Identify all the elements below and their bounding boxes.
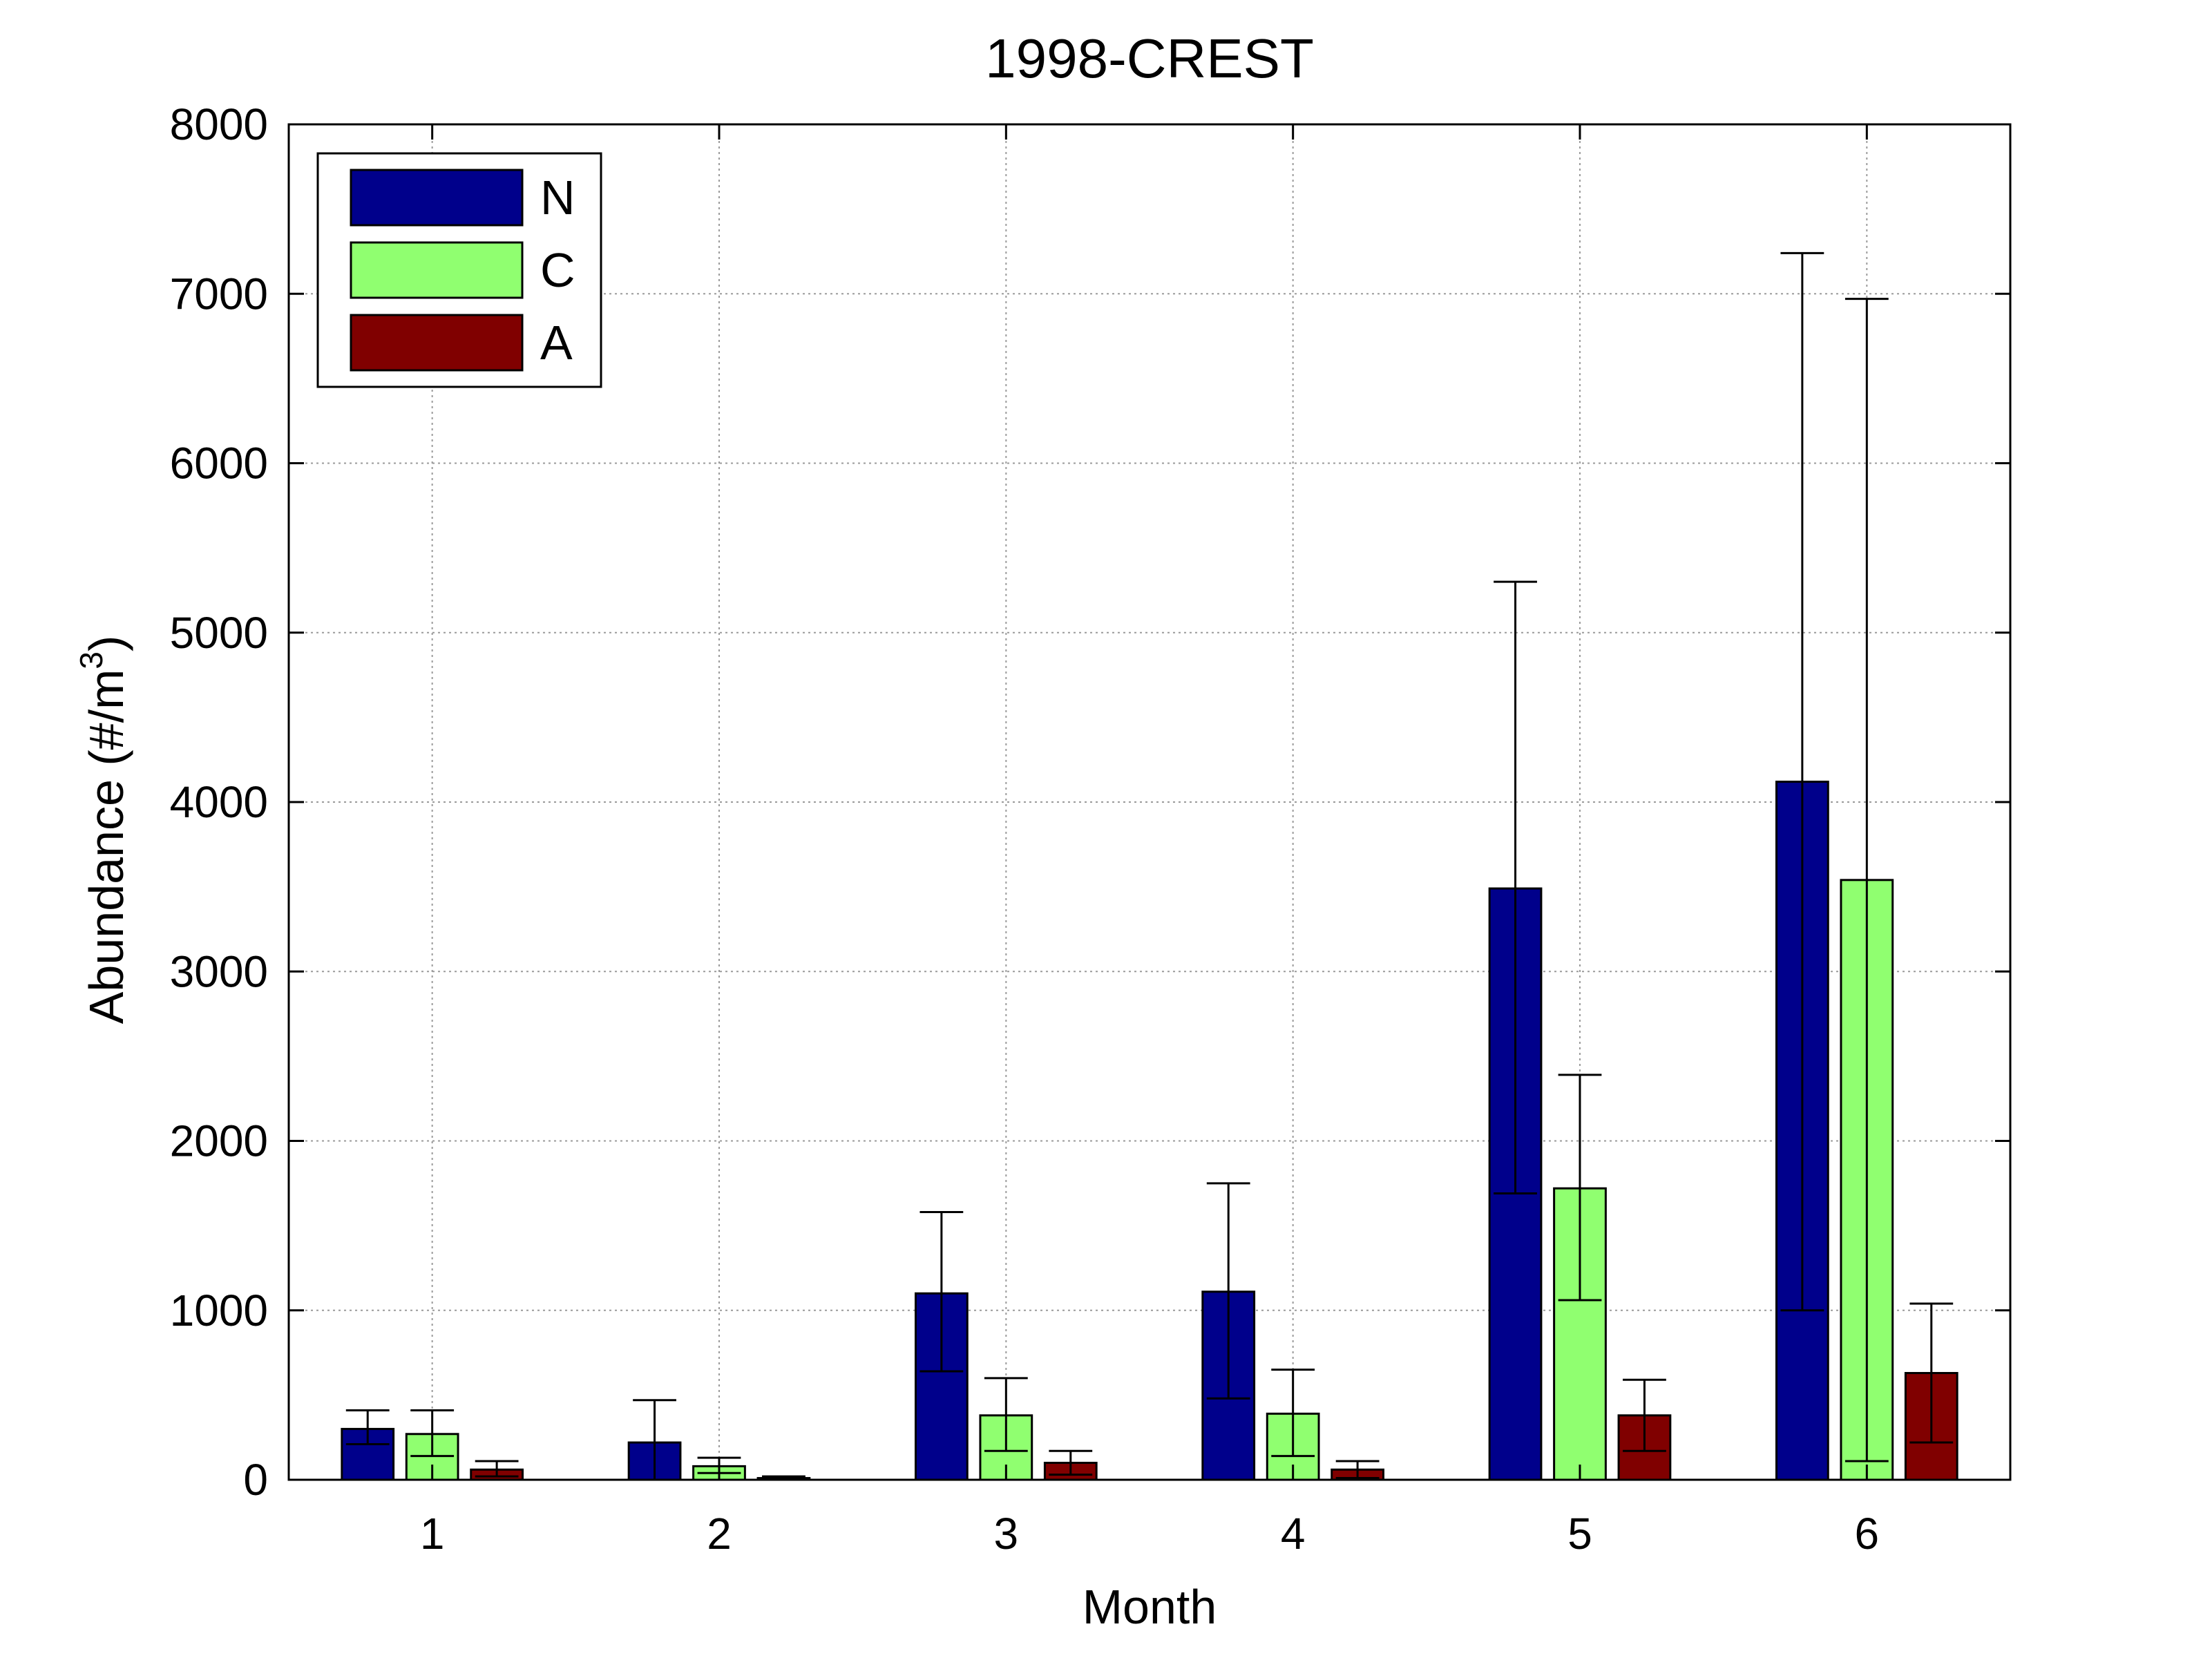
y-tick-label: 1000	[170, 1286, 268, 1335]
y-tick-label: 5000	[170, 608, 268, 658]
y-tick-label: 8000	[170, 99, 268, 149]
legend-label-N: N	[540, 171, 575, 225]
y-axis-title: Abundance (#/m3)	[73, 636, 133, 1025]
x-tick-label: 2	[707, 1509, 732, 1559]
legend-swatch-A	[350, 314, 524, 372]
x-tick-label: 4	[1281, 1509, 1306, 1559]
y-axis-title-text: Abundance (#/m	[79, 669, 133, 1025]
x-axis-title: Month	[1083, 1580, 1217, 1634]
y-tick-label: 2000	[170, 1116, 268, 1166]
x-tick-label: 1	[420, 1509, 445, 1559]
legend-swatch-N	[350, 169, 524, 227]
y-tick-label: 6000	[170, 439, 268, 488]
chart-title: 1998-CREST	[985, 28, 1314, 89]
x-tick-label: 6	[1855, 1509, 1880, 1559]
y-axis-title-close: )	[79, 636, 133, 651]
y-tick-label: 3000	[170, 946, 268, 996]
legend: NCA	[316, 152, 602, 388]
legend-label-A: A	[540, 316, 573, 370]
y-tick-label: 0	[243, 1455, 268, 1505]
x-tick-label: 5	[1567, 1509, 1592, 1559]
axis-ticks: 0 1000 2000 3000 4000 5000 6000 7000 8000 1 2 3 4 5 6	[170, 99, 2010, 1559]
y-axis-title-superscript: 3	[73, 651, 109, 669]
x-tick-label: 3	[994, 1509, 1019, 1559]
y-tick-label: 7000	[170, 269, 268, 318]
error-bars	[345, 251, 1954, 1480]
legend-swatch-C	[350, 241, 524, 299]
legend-label-C: C	[540, 243, 575, 297]
y-tick-label: 4000	[170, 777, 268, 827]
